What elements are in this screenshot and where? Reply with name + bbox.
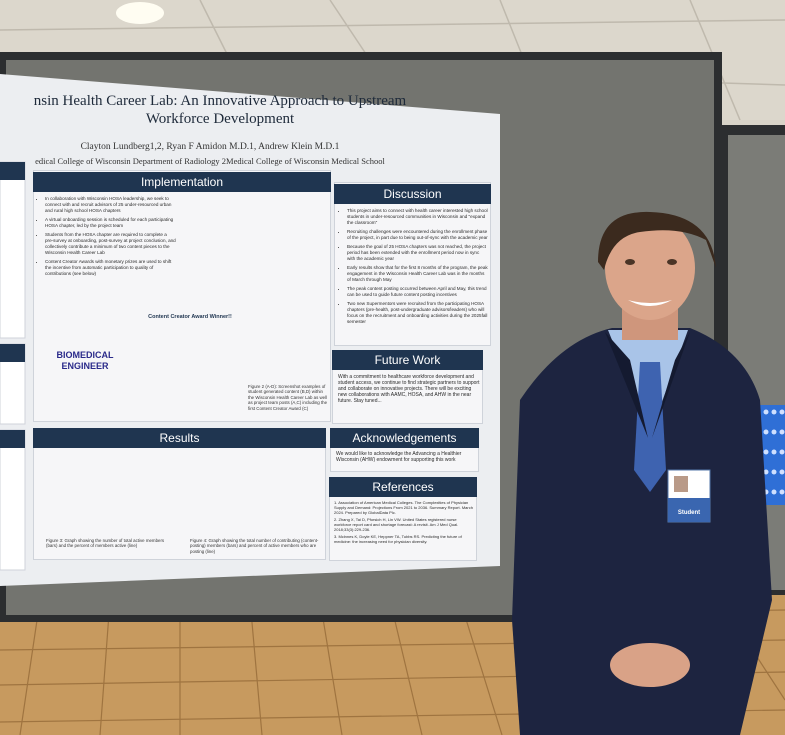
reference-item: 1. Association of American Medical Colle…	[334, 500, 473, 515]
section-heading: Future Work	[332, 350, 483, 370]
affiliations: edical College of Wisconsin Department o…	[35, 156, 385, 166]
figure-caption: Figure 2 (A-D): Screenshot examples of s…	[248, 384, 328, 411]
award-title: Content Creator Award Winner!!	[148, 314, 232, 320]
results-panel	[33, 428, 326, 560]
acknowledgements-text: We would like to acknowledge the Advanci…	[336, 451, 462, 463]
references-text: 1. Association of American Medical Colle…	[334, 500, 474, 546]
bullet-list: This project aims to connect with health…	[340, 208, 488, 325]
bullet: In collaboration with Wisconsin HOSA lea…	[45, 196, 176, 214]
title-line: nsin Health Career Lab: An Innovative Ap…	[33, 93, 407, 109]
bullet: Recruiting challenges were encountered d…	[347, 229, 488, 241]
section-heading: Implementation	[33, 172, 331, 192]
figure-caption: Figure 4: Graph showing the total number…	[190, 538, 319, 554]
dots	[763, 409, 785, 495]
figure-caption: Figure 3: Graph showing the number of to…	[46, 538, 165, 549]
bullet: Early results show that for the first 8 …	[347, 265, 488, 283]
authors: Clayton Lundberg1,2, Ryan F Amidon M.D.1…	[80, 142, 340, 152]
person	[512, 211, 772, 735]
implementation-panel	[33, 170, 331, 422]
left-column	[0, 161, 26, 571]
discussion-text: This project aims to connect with health…	[340, 208, 488, 328]
badge-label: Student	[677, 510, 701, 516]
future-work-text: With a commitment to healthcare workforc…	[338, 374, 480, 404]
ceiling-light	[116, 2, 164, 24]
bullet: This project aims to connect with health…	[347, 208, 488, 226]
section-heading: Results	[33, 428, 326, 448]
bullet: The peak content posting occurred betwee…	[347, 286, 488, 298]
section-heading: References	[329, 477, 477, 497]
section-heading: Discussion	[334, 184, 491, 204]
poster-title: nsin Health Career Lab: An Innovative Ap…	[0, 92, 440, 128]
bullet: Students from the HOSA chapter are requi…	[45, 232, 176, 256]
biomedical-banner: BIOMEDICAL ENGINEER	[56, 350, 114, 371]
bullet: A virtual onboarding session is schedule…	[45, 217, 176, 229]
section-heading: Acknowledgements	[330, 428, 479, 448]
reference-item: 2. Zhang X, Tai D, Pforsich H, Lin VW. U…	[334, 517, 459, 532]
discussion-panel	[334, 182, 491, 346]
bullet: Two new Supermentors were recruited from…	[347, 301, 488, 325]
bullet: Because the goal of 25 HOSA chapters was…	[347, 244, 488, 262]
bullet: Content Creator Awards with monetary pri…	[45, 259, 176, 277]
title-line: Workforce Development	[145, 111, 295, 127]
bullet-list: In collaboration with Wisconsin HOSA lea…	[38, 196, 176, 277]
reference-item: 3. Mclnnes K, Doyle KE, Heppner TA, Tubb…	[334, 534, 462, 544]
implementation-text: In collaboration with Wisconsin HOSA lea…	[38, 196, 176, 280]
